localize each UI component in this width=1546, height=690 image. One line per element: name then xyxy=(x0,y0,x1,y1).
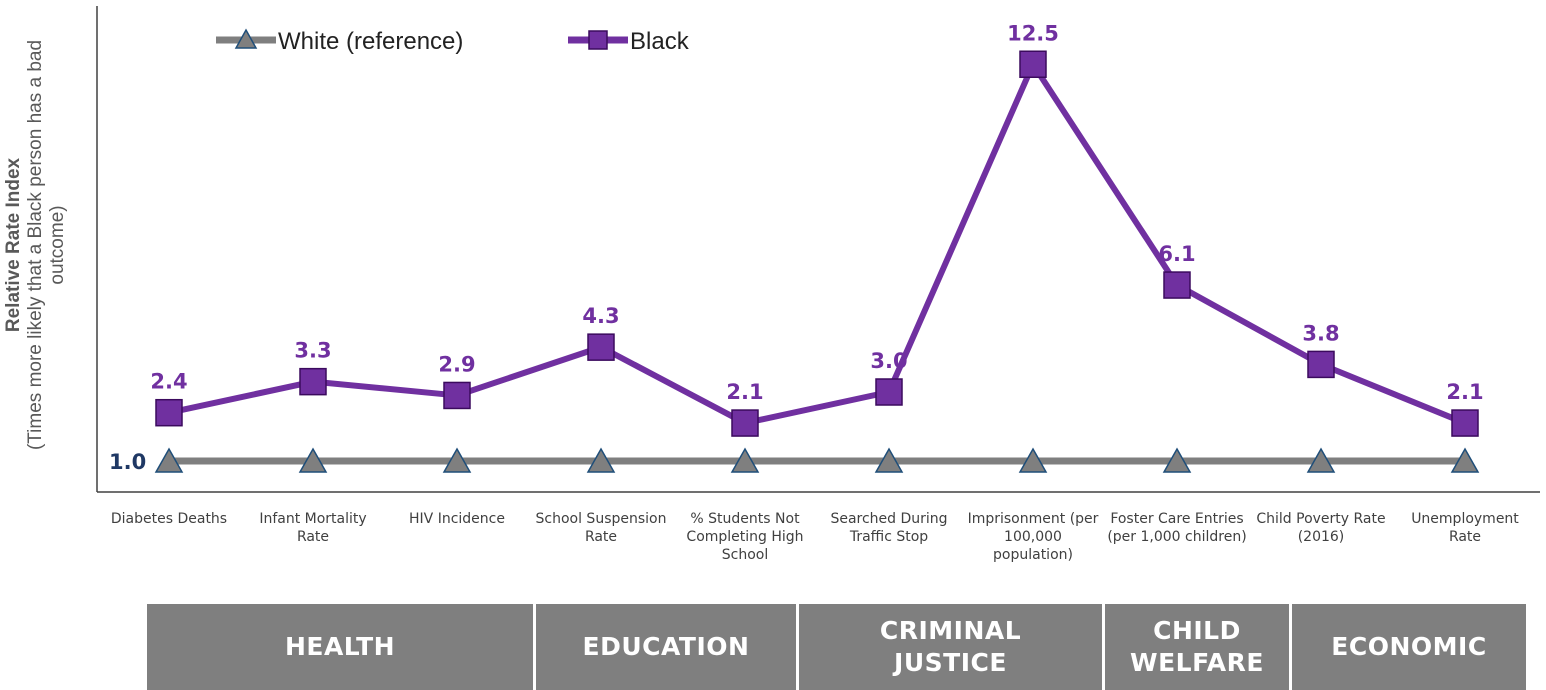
y-axis-title: Relative Rate Index (Times more likely t… xyxy=(3,25,69,465)
data-label-black-5: 2.1 xyxy=(726,380,763,404)
domain-bar-label: HEALTH xyxy=(284,632,396,661)
point-black-8 xyxy=(1163,271,1191,299)
domain-bar-label: CHILD WELFARE xyxy=(1130,616,1264,677)
data-label-black-2: 3.3 xyxy=(294,339,331,363)
data-label-black-10: 2.1 xyxy=(1446,380,1483,404)
x-tick-label-4: School Suspension Rate xyxy=(535,511,667,545)
data-label-black-6: 3.0 xyxy=(870,349,907,373)
data-label-black-1: 2.4 xyxy=(150,370,187,394)
legend: White (reference) Black xyxy=(216,28,690,55)
domain-bar-economic: ECONOMIC xyxy=(1292,604,1526,690)
point-white-2 xyxy=(298,447,328,473)
y-axis-title-wrap: Relative Rate Index (Times more likely t… xyxy=(0,0,70,500)
x-tick-label-6: Searched During Traffic Stop xyxy=(830,511,948,545)
legend-item-black: Black xyxy=(568,28,690,55)
point-black-10 xyxy=(1451,409,1479,437)
plot-area: 1.0 2.4 3.3 2.9 4.3 2.1 3.0 12.5 6.1 3.8 2.1 xyxy=(109,21,1484,474)
point-white-10 xyxy=(1450,447,1480,473)
x-tick-label-8: Foster Care Entries (per 1,000 children) xyxy=(1107,511,1247,545)
legend-label-white: White (reference) xyxy=(278,28,463,55)
point-white-3 xyxy=(442,447,472,473)
y-axis-title-sub: (Times more likely that a Black person h… xyxy=(25,39,68,451)
data-label-black-3: 2.9 xyxy=(438,352,475,376)
point-black-6 xyxy=(875,378,903,406)
point-white-8 xyxy=(1162,447,1192,473)
data-label-black-4: 4.3 xyxy=(582,304,619,328)
point-white-1 xyxy=(154,447,184,473)
x-tick-label-10: Unemployment Rate xyxy=(1411,511,1519,545)
point-black-4 xyxy=(587,333,615,361)
point-white-9 xyxy=(1306,447,1336,473)
legend-label-black: Black xyxy=(630,28,690,55)
x-tick-label-9: Child Poverty Rate (2016) xyxy=(1256,511,1386,545)
legend-marker-triangle-icon xyxy=(234,28,258,49)
series-line-black xyxy=(168,61,1467,427)
point-white-5 xyxy=(730,447,760,473)
domain-bar-criminal-justice: CRIMINAL JUSTICE xyxy=(799,604,1102,690)
data-label-black-8: 6.1 xyxy=(1158,242,1195,266)
legend-item-white: White (reference) xyxy=(216,28,463,55)
domain-bar-education: EDUCATION xyxy=(536,604,796,690)
point-white-6 xyxy=(874,447,904,473)
point-black-5 xyxy=(731,409,759,437)
data-label-black-9: 3.8 xyxy=(1302,321,1339,345)
domain-bar-health: HEALTH xyxy=(147,604,533,690)
point-black-7 xyxy=(1019,50,1047,78)
data-label-black-7: 12.5 xyxy=(1007,21,1059,45)
x-tick-label-5: % Students Not Completing High School xyxy=(686,511,804,563)
data-label-white-reference: 1.0 xyxy=(109,450,146,474)
legend-marker-square-icon xyxy=(588,30,608,50)
line-chart: White (reference) Black 1.0 2.4 3.3 2.9 4.3 2… xyxy=(96,6,1540,493)
point-white-4 xyxy=(586,447,616,473)
x-tick-label-3: HIV Incidence xyxy=(409,511,505,527)
point-black-3 xyxy=(443,381,471,410)
x-tick-label-1: Diabetes Deaths xyxy=(110,511,228,527)
point-black-2 xyxy=(299,367,327,396)
domain-bar-child-welfare: CHILD WELFARE xyxy=(1105,604,1289,690)
domain-bar-label: CRIMINAL JUSTICE xyxy=(879,616,1022,677)
point-black-1 xyxy=(155,398,183,427)
x-tick-label-2: Infant Mortality Rate xyxy=(259,511,367,545)
point-white-7 xyxy=(1018,447,1048,473)
domain-bar-label: ECONOMIC xyxy=(1331,632,1487,661)
x-tick-label-7: Imprisonment (per 100,000 population) xyxy=(967,511,1099,563)
y-axis-title-main: Relative Rate Index xyxy=(3,157,24,333)
point-black-9 xyxy=(1307,350,1335,379)
domain-bar-label: EDUCATION xyxy=(582,632,750,661)
